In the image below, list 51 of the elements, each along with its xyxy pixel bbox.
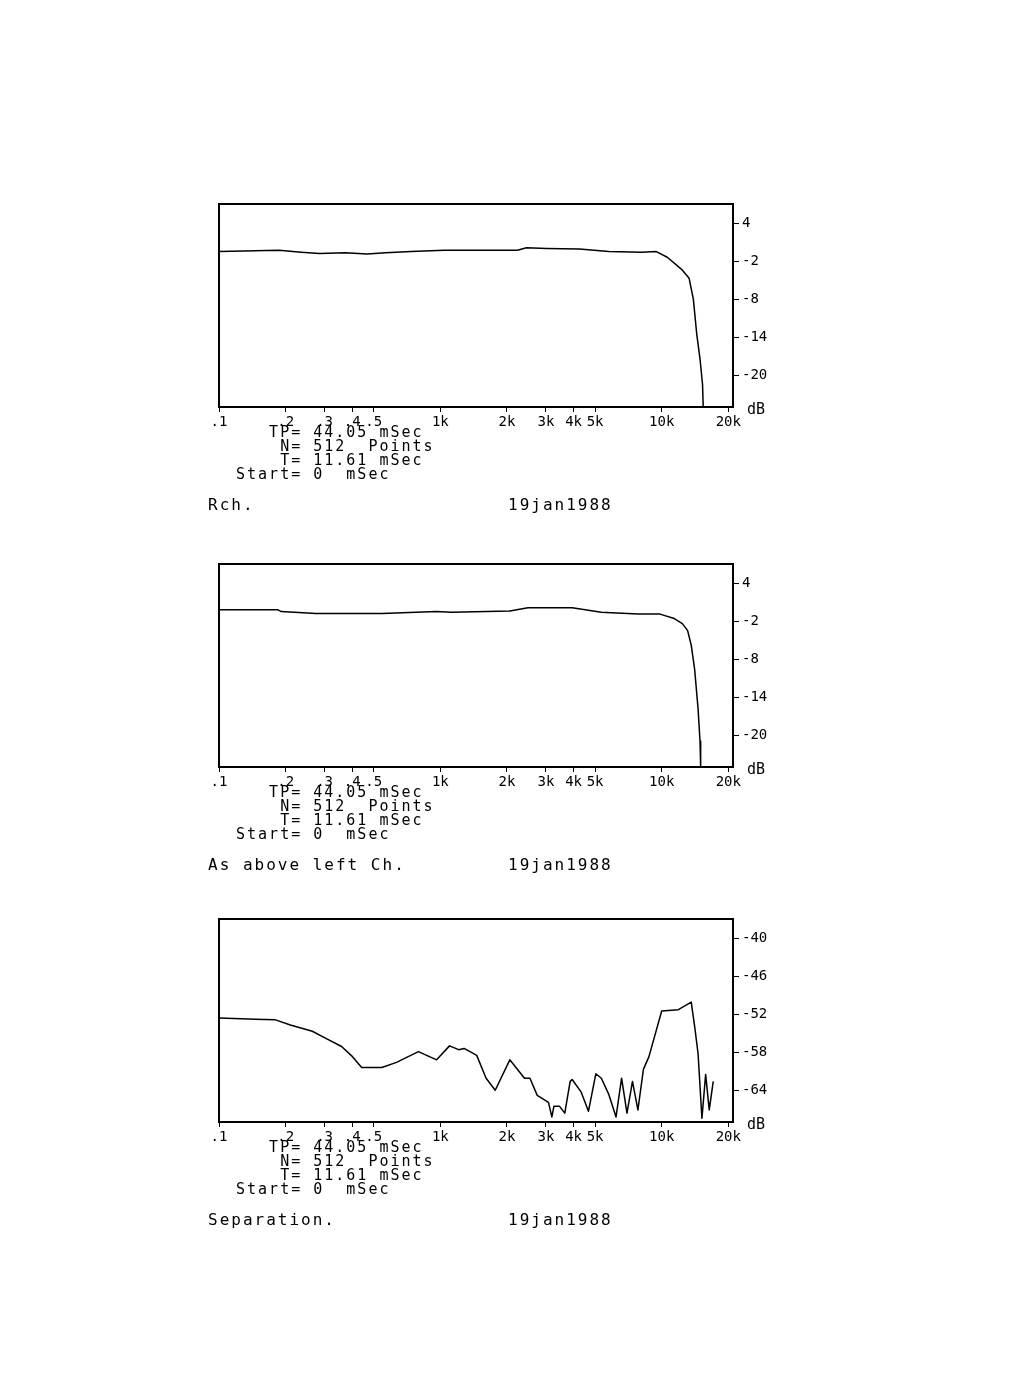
text: Start= 0 mSec: [236, 465, 392, 483]
y-tick-label: -52: [742, 1004, 768, 1021]
x-tick-label: 3k: [537, 773, 555, 790]
y-tick-label: -8: [742, 289, 759, 306]
text: 19jan1988: [508, 495, 613, 514]
x-tick-label: 20k: [715, 773, 742, 790]
y-tick-label: -14: [742, 687, 768, 704]
text: 19jan1988: [508, 1210, 613, 1229]
x-tick-label: 3k: [537, 413, 555, 430]
x-tick-label: 1k: [431, 773, 450, 790]
x-tick-label: 4k: [565, 1128, 583, 1145]
x-tick-label: 1k: [431, 1128, 450, 1145]
y-axis-title: dB: [747, 759, 766, 778]
x-tick-label: 10k: [649, 413, 675, 430]
x-tick-label: .1: [210, 1128, 228, 1145]
y-tick-label: -64: [742, 1080, 768, 1097]
y-tick-label: -14: [742, 327, 768, 344]
x-tick-label: 3k: [537, 1128, 555, 1145]
y-tick-label: 4: [742, 573, 751, 590]
x-tick-label: 20k: [715, 413, 742, 430]
y-tick-label: -40: [742, 928, 768, 945]
text: 19jan1988: [508, 855, 613, 874]
y-tick-label: -58: [742, 1042, 768, 1059]
x-tick-label: 2k: [498, 413, 516, 430]
y-axis-title: dB: [747, 399, 766, 418]
x-tick-label: .1: [210, 773, 228, 790]
x-tick-label: 5k: [586, 773, 605, 790]
x-tick-label: 4k: [565, 773, 583, 790]
x-tick-label: 10k: [649, 773, 675, 790]
y-axis-title: dB: [747, 1114, 766, 1133]
x-tick-label: 1k: [431, 413, 450, 430]
y-tick-label: -46: [742, 966, 768, 983]
x-tick-label: 5k: [586, 1128, 605, 1145]
x-tick-label: 4k: [565, 413, 583, 430]
x-tick-label: 5k: [586, 413, 605, 430]
y-tick-label: -20: [742, 365, 768, 382]
x-tick-label: 10k: [649, 1128, 675, 1145]
y-tick-label: -8: [742, 649, 759, 666]
x-tick-label: 20k: [715, 1128, 742, 1145]
text: Rch.: [208, 495, 255, 514]
x-tick-label: 2k: [498, 773, 516, 790]
y-tick-label: -20: [742, 725, 768, 742]
y-tick-label: -2: [742, 251, 759, 268]
y-tick-label: 4: [742, 213, 751, 230]
text: As above left Ch.: [208, 855, 406, 874]
x-tick-label: .1: [210, 413, 228, 430]
text: Start= 0 mSec: [236, 825, 392, 843]
text: Start= 0 mSec: [236, 1180, 392, 1198]
x-tick-label: 2k: [498, 1128, 516, 1145]
text: Separation.: [208, 1210, 336, 1229]
y-tick-label: -2: [742, 611, 759, 628]
